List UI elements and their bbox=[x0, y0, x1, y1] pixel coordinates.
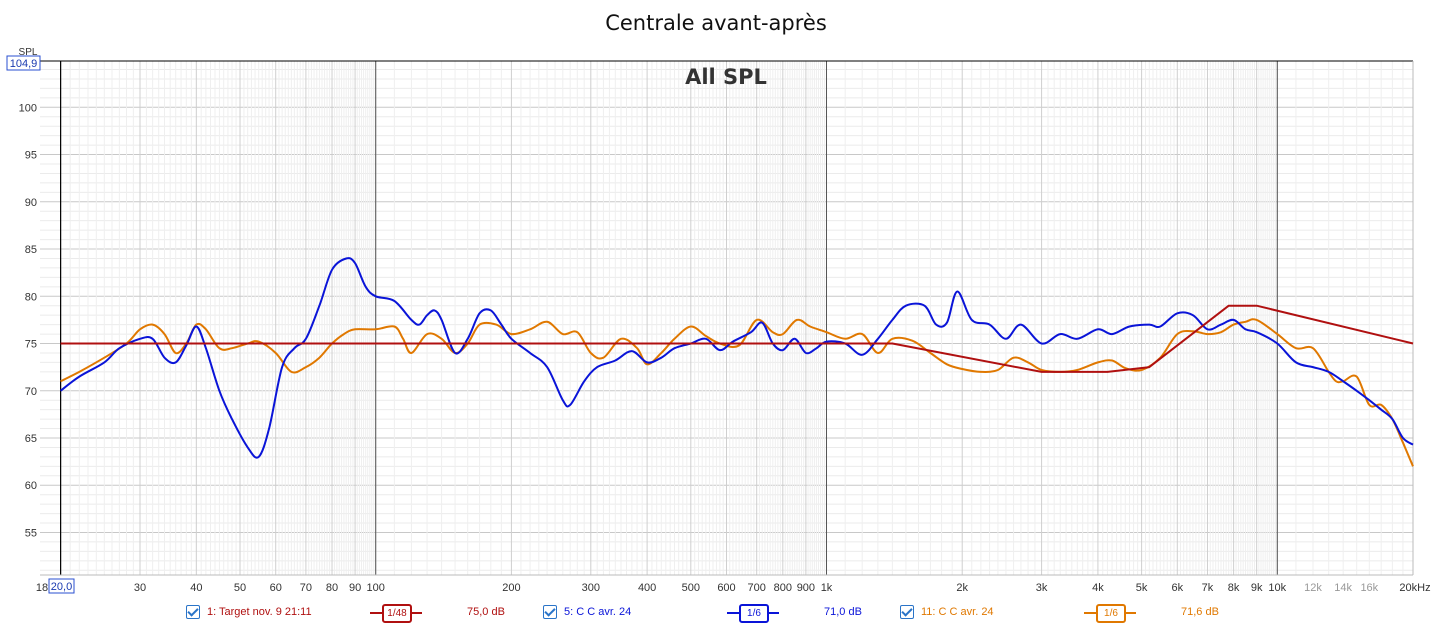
x-tick-label: 700 bbox=[747, 582, 765, 594]
y-tick-label: 85 bbox=[25, 244, 37, 256]
smoothing-label-cc-1: 1/6 bbox=[739, 604, 769, 623]
x-tick-label: 5k bbox=[1136, 582, 1148, 594]
level-target: 75,0 dB bbox=[467, 606, 505, 618]
y-tick-label: 100 bbox=[19, 102, 37, 114]
legend-item-target[interactable]: 1: Target nov. 9 21:11 bbox=[186, 599, 312, 625]
x-tick-label: 200 bbox=[502, 582, 520, 594]
smoothing-label-target: 1/48 bbox=[382, 604, 412, 623]
y-top-readout-box[interactable] bbox=[6, 55, 41, 71]
x-tick-label: 70 bbox=[300, 582, 312, 594]
legend-name-cc-1: 5: C C avr. 24 bbox=[564, 606, 632, 618]
y-tick-label: 70 bbox=[25, 386, 37, 398]
series-line-target bbox=[60, 304, 1414, 373]
legend-name-cc-2: 11: C C avr. 24 bbox=[921, 606, 994, 618]
x-tick-label: 8k bbox=[1228, 582, 1240, 594]
x-tick-label: 50 bbox=[234, 582, 246, 594]
x-tick-label: 800 bbox=[774, 582, 792, 594]
x-tick-label: 600 bbox=[717, 582, 735, 594]
y-tick-labels: 55 60 65 70 75 80 85 90 95 100 bbox=[19, 102, 37, 539]
grid bbox=[40, 60, 1414, 576]
x-tick-label: 30 bbox=[134, 582, 146, 594]
x-tick-label: 20kHz bbox=[1399, 582, 1430, 594]
x-tick-label: 2k bbox=[956, 582, 968, 594]
legend-item-cc-1[interactable]: 5: C C avr. 24 bbox=[543, 599, 631, 625]
x-tick-label: 9k bbox=[1251, 582, 1263, 594]
smoothing-cc-2[interactable]: 1/6 bbox=[1084, 604, 1136, 623]
level-cc-1: 71,0 dB bbox=[824, 606, 862, 618]
y-tick-label: 80 bbox=[25, 291, 37, 303]
checkbox-cc-2[interactable] bbox=[900, 605, 914, 619]
legend-item-cc-2[interactable]: 11: C C avr. 24 bbox=[900, 599, 994, 625]
level-cc-2: 71,6 dB bbox=[1181, 606, 1219, 618]
series-line-cc-1 bbox=[59, 257, 1414, 459]
series-group bbox=[59, 257, 1414, 467]
chart-title: Centrale avant-après bbox=[605, 11, 827, 35]
checkbox-cc-1[interactable] bbox=[543, 605, 557, 619]
chart-subtitle: All SPL bbox=[685, 65, 767, 89]
x-tick-label: 7k bbox=[1202, 582, 1214, 594]
x-tick-label: 14k bbox=[1334, 582, 1352, 594]
smoothing-target[interactable]: 1/48 bbox=[370, 604, 422, 623]
x-tick-label: 1k bbox=[821, 582, 833, 594]
x-tick-label: 60 bbox=[270, 582, 282, 594]
x-tick-label: 4k bbox=[1092, 582, 1104, 594]
x-tick-label: 80 bbox=[326, 582, 338, 594]
x-tick-label: 16k bbox=[1360, 582, 1378, 594]
x-tick-label: 18 bbox=[36, 582, 48, 594]
y-tick-label: 75 bbox=[25, 339, 37, 351]
x-tick-label: 90 bbox=[349, 582, 361, 594]
spl-chart: Centrale avant-après 55 60 65 70 75 80 85 90 95 1… bbox=[6, 11, 1431, 594]
x-tick-labels: 18 30 40 50 60 70 80 90 100 200 300 400 500 600 700 800… bbox=[36, 582, 1431, 594]
y-axis-label: SPL bbox=[19, 47, 38, 58]
y-top-readout[interactable]: 104,9 bbox=[10, 58, 38, 70]
x-tick-label: 300 bbox=[582, 582, 600, 594]
x-tick-label: 900 bbox=[797, 582, 815, 594]
x-tick-label: 3k bbox=[1036, 582, 1048, 594]
x-left-readout[interactable]: 20,0 bbox=[51, 581, 72, 593]
smoothing-cc-1[interactable]: 1/6 bbox=[727, 604, 779, 623]
smoothing-label-cc-2: 1/6 bbox=[1096, 604, 1126, 623]
y-tick-label: 55 bbox=[25, 527, 37, 539]
x-tick-label: 500 bbox=[682, 582, 700, 594]
checkbox-target[interactable] bbox=[186, 605, 200, 619]
y-tick-label: 65 bbox=[25, 433, 37, 445]
y-tick-label: 95 bbox=[25, 150, 37, 162]
x-tick-label: 12k bbox=[1304, 582, 1322, 594]
x-left-readout-box[interactable] bbox=[48, 578, 75, 594]
x-tick-label: 6k bbox=[1171, 582, 1183, 594]
y-tick-label: 60 bbox=[25, 480, 37, 492]
y-tick-label: 90 bbox=[25, 197, 37, 209]
legend: 1: Target nov. 9 21:11 1/48 75,0 dB 5: C… bbox=[0, 599, 1433, 625]
legend-name-target: 1: Target nov. 9 21:11 bbox=[207, 606, 312, 618]
x-tick-label: 100 bbox=[367, 582, 385, 594]
x-tick-label: 40 bbox=[190, 582, 202, 594]
x-tick-label: 10k bbox=[1268, 582, 1286, 594]
x-tick-label: 400 bbox=[638, 582, 656, 594]
